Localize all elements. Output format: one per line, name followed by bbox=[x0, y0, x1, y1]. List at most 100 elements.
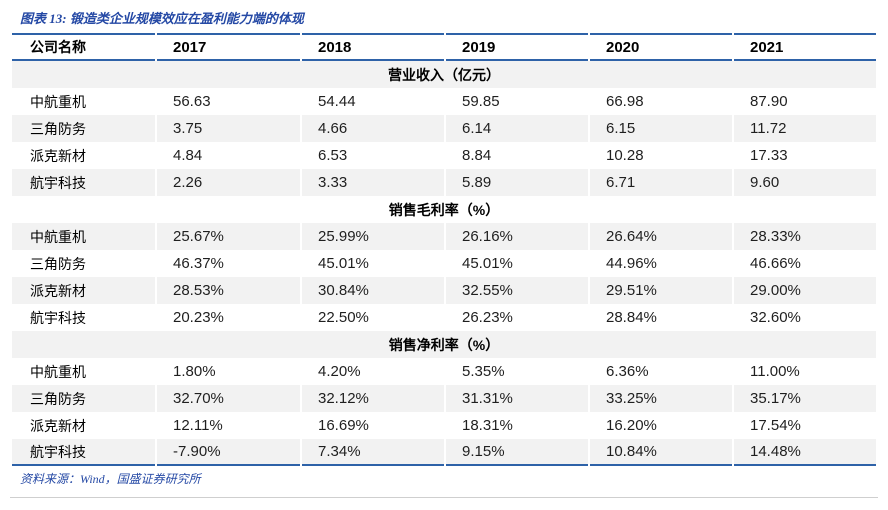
section-header-row: 营业收入（亿元） bbox=[12, 61, 876, 88]
value-cell: 16.20% bbox=[606, 417, 657, 434]
value-cell: 29.00% bbox=[734, 277, 876, 304]
value-cell: 35.17% bbox=[734, 385, 876, 412]
table-row: 派克新材 4.84 6.53 8.84 10.28 17.33 bbox=[12, 142, 876, 169]
section-header-row: 销售毛利率（%） bbox=[12, 196, 876, 223]
value-cell: 45.01% bbox=[318, 255, 369, 272]
table-row: 航宇科技 -7.90% 7.34% 9.15% 10.84% 14.48% bbox=[12, 439, 876, 466]
value-cell: 11.00% bbox=[750, 363, 800, 380]
company-name-cell: 派克新材 bbox=[30, 149, 86, 165]
value-cell: 32.55% bbox=[446, 277, 588, 304]
value-cell: 46.66% bbox=[750, 255, 801, 272]
year-column-header: 2018 bbox=[302, 33, 444, 61]
value-cell: 32.60% bbox=[750, 309, 801, 326]
value-cell: 6.36% bbox=[606, 363, 649, 380]
company-name-cell: 派克新材 bbox=[30, 419, 86, 435]
value-cell: 20.23% bbox=[173, 309, 224, 326]
company-name-cell: 中航重机 bbox=[30, 95, 86, 111]
company-name-cell: 航宇科技 bbox=[12, 439, 155, 466]
table-header-row: 公司名称 2017 2018 2019 2020 2021 bbox=[12, 33, 876, 61]
value-cell: 30.84% bbox=[302, 277, 444, 304]
year-column-header: 2021 bbox=[734, 33, 876, 61]
value-cell: 6.15 bbox=[590, 115, 732, 142]
company-name-cell: 派克新材 bbox=[12, 277, 155, 304]
company-name-cell: 中航重机 bbox=[30, 365, 86, 381]
value-cell: 5.89 bbox=[446, 169, 588, 196]
value-cell: 7.34% bbox=[302, 439, 444, 466]
value-cell: 45.01% bbox=[462, 255, 513, 272]
bottom-divider bbox=[10, 497, 878, 498]
value-cell: 11.72 bbox=[734, 115, 876, 142]
section-header-label: 销售净利率（%） bbox=[12, 331, 876, 358]
value-cell: 66.98 bbox=[606, 93, 644, 110]
value-cell: 59.85 bbox=[462, 93, 500, 110]
value-cell: 87.90 bbox=[750, 93, 788, 110]
value-cell: 54.44 bbox=[318, 93, 356, 110]
company-name-cell: 三角防务 bbox=[12, 115, 155, 142]
value-cell: 1.80% bbox=[173, 363, 216, 380]
section-header-label: 销售毛利率（%） bbox=[388, 201, 500, 218]
value-cell: 16.69% bbox=[318, 417, 369, 434]
value-cell: 29.51% bbox=[590, 277, 732, 304]
section-header-row: 销售净利率（%） bbox=[12, 331, 876, 358]
value-cell: 2.26 bbox=[157, 169, 300, 196]
table-row: 航宇科技 20.23% 22.50% 26.23% 28.84% 32.60% bbox=[12, 304, 876, 331]
figure-title: 图表 13: 锻造类企业规模效应在盈利能力端的体现 bbox=[20, 11, 304, 26]
company-name-cell: 三角防务 bbox=[30, 257, 86, 273]
value-cell: 28.53% bbox=[157, 277, 300, 304]
table-row: 中航重机 25.67% 25.99% 26.16% 26.64% 28.33% bbox=[12, 223, 876, 250]
table-body: 营业收入（亿元） 中航重机 56.63 54.44 59.85 66.98 87.90 三角防… bbox=[12, 61, 876, 466]
source-note: 资料来源：Wind，国盛证券研究所 bbox=[20, 472, 201, 486]
table-row: 三角防务 3.75 4.66 6.14 6.15 11.72 bbox=[12, 115, 876, 142]
value-cell: 6.71 bbox=[590, 169, 732, 196]
value-cell: 25.67% bbox=[157, 223, 300, 250]
table-row: 派克新材 12.11% 16.69% 18.31% 16.20% 17.54% bbox=[12, 412, 876, 439]
value-cell: 18.31% bbox=[462, 417, 513, 434]
value-cell: 28.33% bbox=[734, 223, 876, 250]
value-cell: 5.35% bbox=[462, 363, 505, 380]
year-column-header: 2020 bbox=[590, 33, 732, 61]
company-column-header: 公司名称 bbox=[12, 33, 155, 61]
value-cell: 6.14 bbox=[446, 115, 588, 142]
section-header-label: 营业收入（亿元） bbox=[12, 61, 876, 88]
year-column-header: 2019 bbox=[446, 33, 588, 61]
table-row: 航宇科技 2.26 3.33 5.89 6.71 9.60 bbox=[12, 169, 876, 196]
value-cell: 9.15% bbox=[446, 439, 588, 466]
table-row: 派克新材 28.53% 30.84% 32.55% 29.51% 29.00% bbox=[12, 277, 876, 304]
value-cell: 32.70% bbox=[157, 385, 300, 412]
value-cell: 3.75 bbox=[157, 115, 300, 142]
value-cell: -7.90% bbox=[157, 439, 300, 466]
table-row: 三角防务 32.70% 32.12% 31.31% 33.25% 35.17% bbox=[12, 385, 876, 412]
value-cell: 26.16% bbox=[446, 223, 588, 250]
value-cell: 33.25% bbox=[590, 385, 732, 412]
report-figure: 图表 13: 锻造类企业规模效应在盈利能力端的体现 公司名称 2017 2018 20… bbox=[10, 11, 878, 498]
value-cell: 46.37% bbox=[173, 255, 224, 272]
company-name-cell: 中航重机 bbox=[12, 223, 155, 250]
value-cell: 14.48% bbox=[734, 439, 876, 466]
value-cell: 25.99% bbox=[302, 223, 444, 250]
value-cell: 17.54% bbox=[750, 417, 801, 434]
value-cell: 10.28 bbox=[606, 147, 644, 164]
table-row: 中航重机 56.63 54.44 59.85 66.98 87.90 bbox=[12, 88, 876, 115]
value-cell: 4.66 bbox=[302, 115, 444, 142]
value-cell: 31.31% bbox=[446, 385, 588, 412]
value-cell: 22.50% bbox=[318, 309, 369, 326]
data-table: 公司名称 2017 2018 2019 2020 2021 营业收入（亿元） 中航重机 56.… bbox=[10, 33, 878, 466]
value-cell: 4.84 bbox=[173, 147, 203, 164]
value-cell: 10.84% bbox=[590, 439, 732, 466]
value-cell: 28.84% bbox=[606, 309, 657, 326]
company-name-cell: 三角防务 bbox=[12, 385, 155, 412]
table-head: 公司名称 2017 2018 2019 2020 2021 bbox=[12, 33, 876, 61]
table-row: 中航重机 1.80% 4.20% 5.35% 6.36% 11.00% bbox=[12, 358, 876, 385]
value-cell: 26.64% bbox=[590, 223, 732, 250]
year-column-header: 2017 bbox=[157, 33, 300, 61]
value-cell: 4.20% bbox=[318, 363, 361, 380]
value-cell: 6.53 bbox=[318, 147, 348, 164]
value-cell: 12.11% bbox=[173, 417, 223, 434]
table-row: 三角防务 46.37% 45.01% 45.01% 44.96% 46.66% bbox=[12, 250, 876, 277]
value-cell: 17.33 bbox=[750, 147, 788, 164]
value-cell: 3.33 bbox=[302, 169, 444, 196]
company-name-cell: 航宇科技 bbox=[30, 311, 86, 327]
value-cell: 26.23% bbox=[462, 309, 513, 326]
value-cell: 9.60 bbox=[734, 169, 876, 196]
company-name-cell: 航宇科技 bbox=[12, 169, 155, 196]
